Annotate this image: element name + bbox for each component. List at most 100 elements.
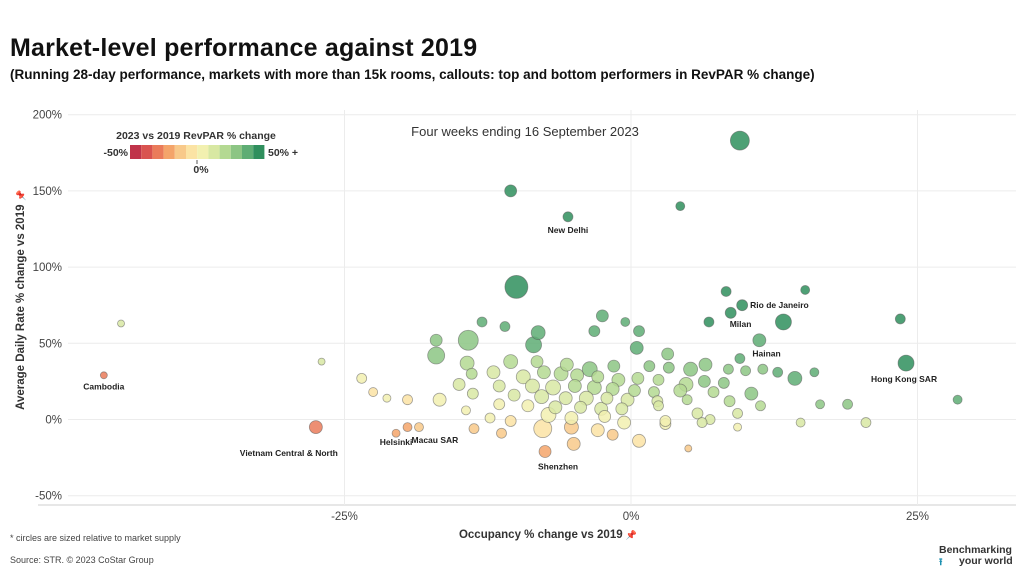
data-point (356, 372, 368, 384)
y-axis-title: Average Daily Rate % change vs 2019 📌 (15, 190, 27, 410)
data-point (414, 422, 424, 433)
brand-logo: Benchmarking your world ⭱ (939, 545, 1013, 569)
x-axis-title: Occupancy % change vs 2019 📌 (459, 529, 637, 541)
data-point (740, 365, 751, 377)
data-point (484, 412, 496, 424)
data-point (465, 367, 478, 380)
legend-swatch (242, 145, 254, 159)
data-point (842, 398, 853, 410)
data-point (600, 391, 614, 405)
data-point (99, 371, 108, 380)
data-point (525, 378, 540, 394)
data-point (574, 400, 587, 414)
data-point (530, 355, 544, 368)
data-point (391, 428, 401, 438)
data-point (720, 286, 732, 297)
callout-label: Macau SAR (412, 435, 459, 445)
y-tick-label: 50% (39, 338, 62, 350)
data-point (757, 363, 769, 375)
callout-label: Shenzhen (538, 462, 578, 472)
data-point (486, 365, 501, 380)
callout-label: Hainan (752, 348, 780, 358)
grid-lines (38, 110, 1016, 506)
data-point (402, 394, 413, 406)
y-tick-label: 100% (33, 262, 62, 274)
arrow-up-icon: ⭱ (939, 557, 943, 568)
data-point (775, 313, 792, 331)
callout-label: Hong Kong SAR (871, 374, 937, 384)
data-point (897, 354, 915, 372)
data-point (723, 395, 736, 408)
brand-line-2: your world (959, 555, 1013, 567)
y-tick-label: 200% (33, 110, 62, 122)
data-point (653, 400, 664, 412)
data-point (503, 354, 519, 369)
y-tick-label: 0% (45, 415, 62, 427)
data-point (681, 394, 693, 406)
data-point (628, 384, 641, 397)
data-point (723, 363, 734, 375)
data-point (521, 399, 535, 413)
data-point (457, 329, 479, 351)
data-point (588, 325, 601, 338)
data-point (696, 417, 708, 428)
callout-labels: New Delhi Rio de Janeiro Milan Hainan Hong K… (83, 225, 937, 472)
data-point (504, 415, 517, 427)
data-point (703, 316, 715, 328)
legend-title: 2023 vs 2019 RevPAR % change (116, 130, 276, 142)
data-point (629, 340, 644, 355)
data-point (800, 285, 811, 295)
data-point (507, 388, 521, 402)
legend-swatch (197, 145, 209, 159)
data-point (659, 415, 672, 427)
data-point (662, 361, 675, 374)
period-label: Four weeks ending 16 September 2023 (411, 124, 639, 139)
color-legend: 2023 vs 2019 RevPAR % change -50% 50% + … (103, 130, 298, 176)
data-point (617, 415, 632, 430)
data-point (504, 275, 529, 299)
callout-label: Rio de Janeiro (750, 300, 809, 310)
data-point (633, 325, 645, 338)
data-point (468, 423, 480, 435)
data-point (632, 433, 646, 448)
legend-swatch (186, 145, 198, 159)
callout-label: New Delhi (548, 225, 589, 235)
data-point (496, 427, 507, 439)
y-tick-label: 150% (33, 186, 62, 198)
legend-swatches (130, 145, 265, 159)
data-point (684, 444, 693, 453)
data-point (736, 299, 749, 312)
data-point (894, 313, 906, 325)
data-point (590, 423, 605, 438)
data-point (733, 422, 742, 432)
data-point (652, 373, 665, 386)
data-points (99, 130, 963, 458)
data-point (117, 319, 125, 328)
pin-icon: 📌 (15, 190, 26, 201)
callout-label: Helsinki (380, 437, 413, 447)
data-point (308, 420, 323, 435)
data-point (427, 346, 446, 365)
data-point (564, 411, 579, 425)
data-point (755, 400, 766, 412)
data-point (606, 428, 619, 441)
callout-label: Milan (730, 319, 752, 329)
data-point (620, 317, 631, 327)
page-subtitle: (Running 28-day performance, markets wit… (10, 67, 815, 82)
legend-swatch (141, 145, 153, 159)
legend-swatch (130, 145, 142, 159)
data-point (607, 359, 621, 373)
data-point (673, 383, 688, 398)
data-point (683, 361, 698, 377)
data-point (538, 445, 552, 458)
data-point (559, 357, 574, 372)
x-tick-label: -25% (331, 511, 358, 523)
data-point (492, 379, 506, 393)
data-point (732, 408, 743, 419)
data-point (466, 387, 479, 400)
pin-icon: 📌 (626, 529, 637, 540)
y-tick-label: -50% (35, 491, 62, 503)
data-point (566, 436, 581, 451)
data-point (591, 370, 605, 384)
data-point (734, 353, 746, 364)
